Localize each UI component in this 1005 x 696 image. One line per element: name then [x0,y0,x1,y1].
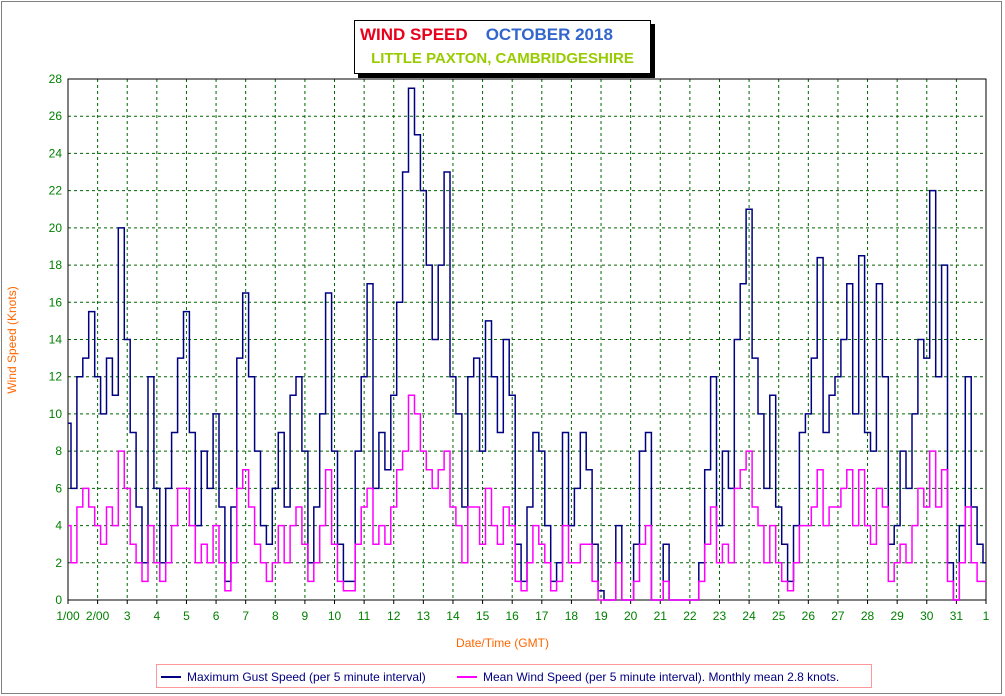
title-main: WIND SPEED [360,25,468,44]
x-tick-label: 3 [124,609,131,623]
y-tick-label: 28 [49,72,63,86]
y-tick-label: 26 [49,109,63,123]
x-tick-label: 25 [772,609,786,623]
x-tick-label: 22 [683,609,697,623]
x-tick-label: 19 [594,609,608,623]
y-tick-label: 12 [49,370,63,384]
legend-item-gust: Maximum Gust Speed (per 5 minute interva… [161,670,426,684]
chart-title: WIND SPEED OCTOBER 2018 [360,25,613,45]
x-tick-label: 13 [417,609,431,623]
x-tick-label: 29 [890,609,904,623]
x-tick-label: 18 [565,609,579,623]
x-tick-label: 26 [802,609,816,623]
x-tick-label: 20 [624,609,638,623]
chart-subtitle: LITTLE PAXTON, CAMBRIDGESHIRE [371,50,634,67]
x-tick-label: 12 [387,609,401,623]
x-tick-label: 1 [983,609,990,623]
y-tick-label: 4 [55,519,62,533]
x-tick-label: 28 [861,609,875,623]
x-tick-label: 9 [302,609,309,623]
title-month: OCTOBER 2018 [485,25,613,44]
y-tick-label: 20 [49,221,63,235]
y-axis-label: Wind Speed (Knots) [5,286,19,394]
legend-label-gust: Maximum Gust Speed (per 5 minute interva… [187,670,426,684]
y-tick-label: 2 [55,556,62,570]
legend-label-mean: Mean Wind Speed (per 5 minute interval).… [483,670,840,684]
gust-series-line [68,87,986,601]
x-tick-label: 31 [950,609,964,623]
y-tick-label: 10 [49,407,63,421]
x-tick-label: 30 [920,609,934,623]
x-tick-label: 10 [328,609,342,623]
x-axis-label: Date/Time (GMT) [456,636,549,650]
x-tick-label: 1/00 [56,609,80,623]
chart-title-box: WIND SPEED OCTOBER 2018 LITTLE PAXTON, CA… [354,20,651,74]
y-tick-label: 18 [49,258,63,272]
x-tick-label: 2/00 [86,609,110,623]
plot-border [67,78,987,601]
x-tick-label: 7 [242,609,249,623]
x-tick-label: 16 [506,609,520,623]
legend-swatch-mean [457,675,477,678]
x-tick-label: 24 [742,609,756,623]
y-tick-label: 22 [49,184,63,198]
y-tick-label: 0 [55,593,62,607]
x-tick-label: 5 [183,609,190,623]
y-tick-label: 14 [49,333,63,347]
legend: Maximum Gust Speed (per 5 minute interva… [156,664,872,688]
x-tick-label: 6 [213,609,220,623]
x-tick-label: 21 [654,609,668,623]
x-tick-label: 27 [831,609,845,623]
x-tick-label: 11 [358,609,371,623]
x-tick-label: 4 [153,609,160,623]
y-tick-label: 16 [49,295,63,309]
y-tick-label: 6 [55,481,62,495]
x-tick-label: 17 [535,609,549,623]
y-tick-label: 24 [49,146,63,160]
x-tick-label: 15 [476,609,490,623]
legend-item-mean: Mean Wind Speed (per 5 minute interval).… [457,670,839,684]
x-tick-label: 8 [272,609,279,623]
x-tick-label: 14 [446,609,460,623]
mean-series-line [68,394,986,601]
y-tick-label: 8 [55,444,62,458]
x-tick-label: 23 [713,609,727,623]
legend-swatch-gust [161,675,181,678]
